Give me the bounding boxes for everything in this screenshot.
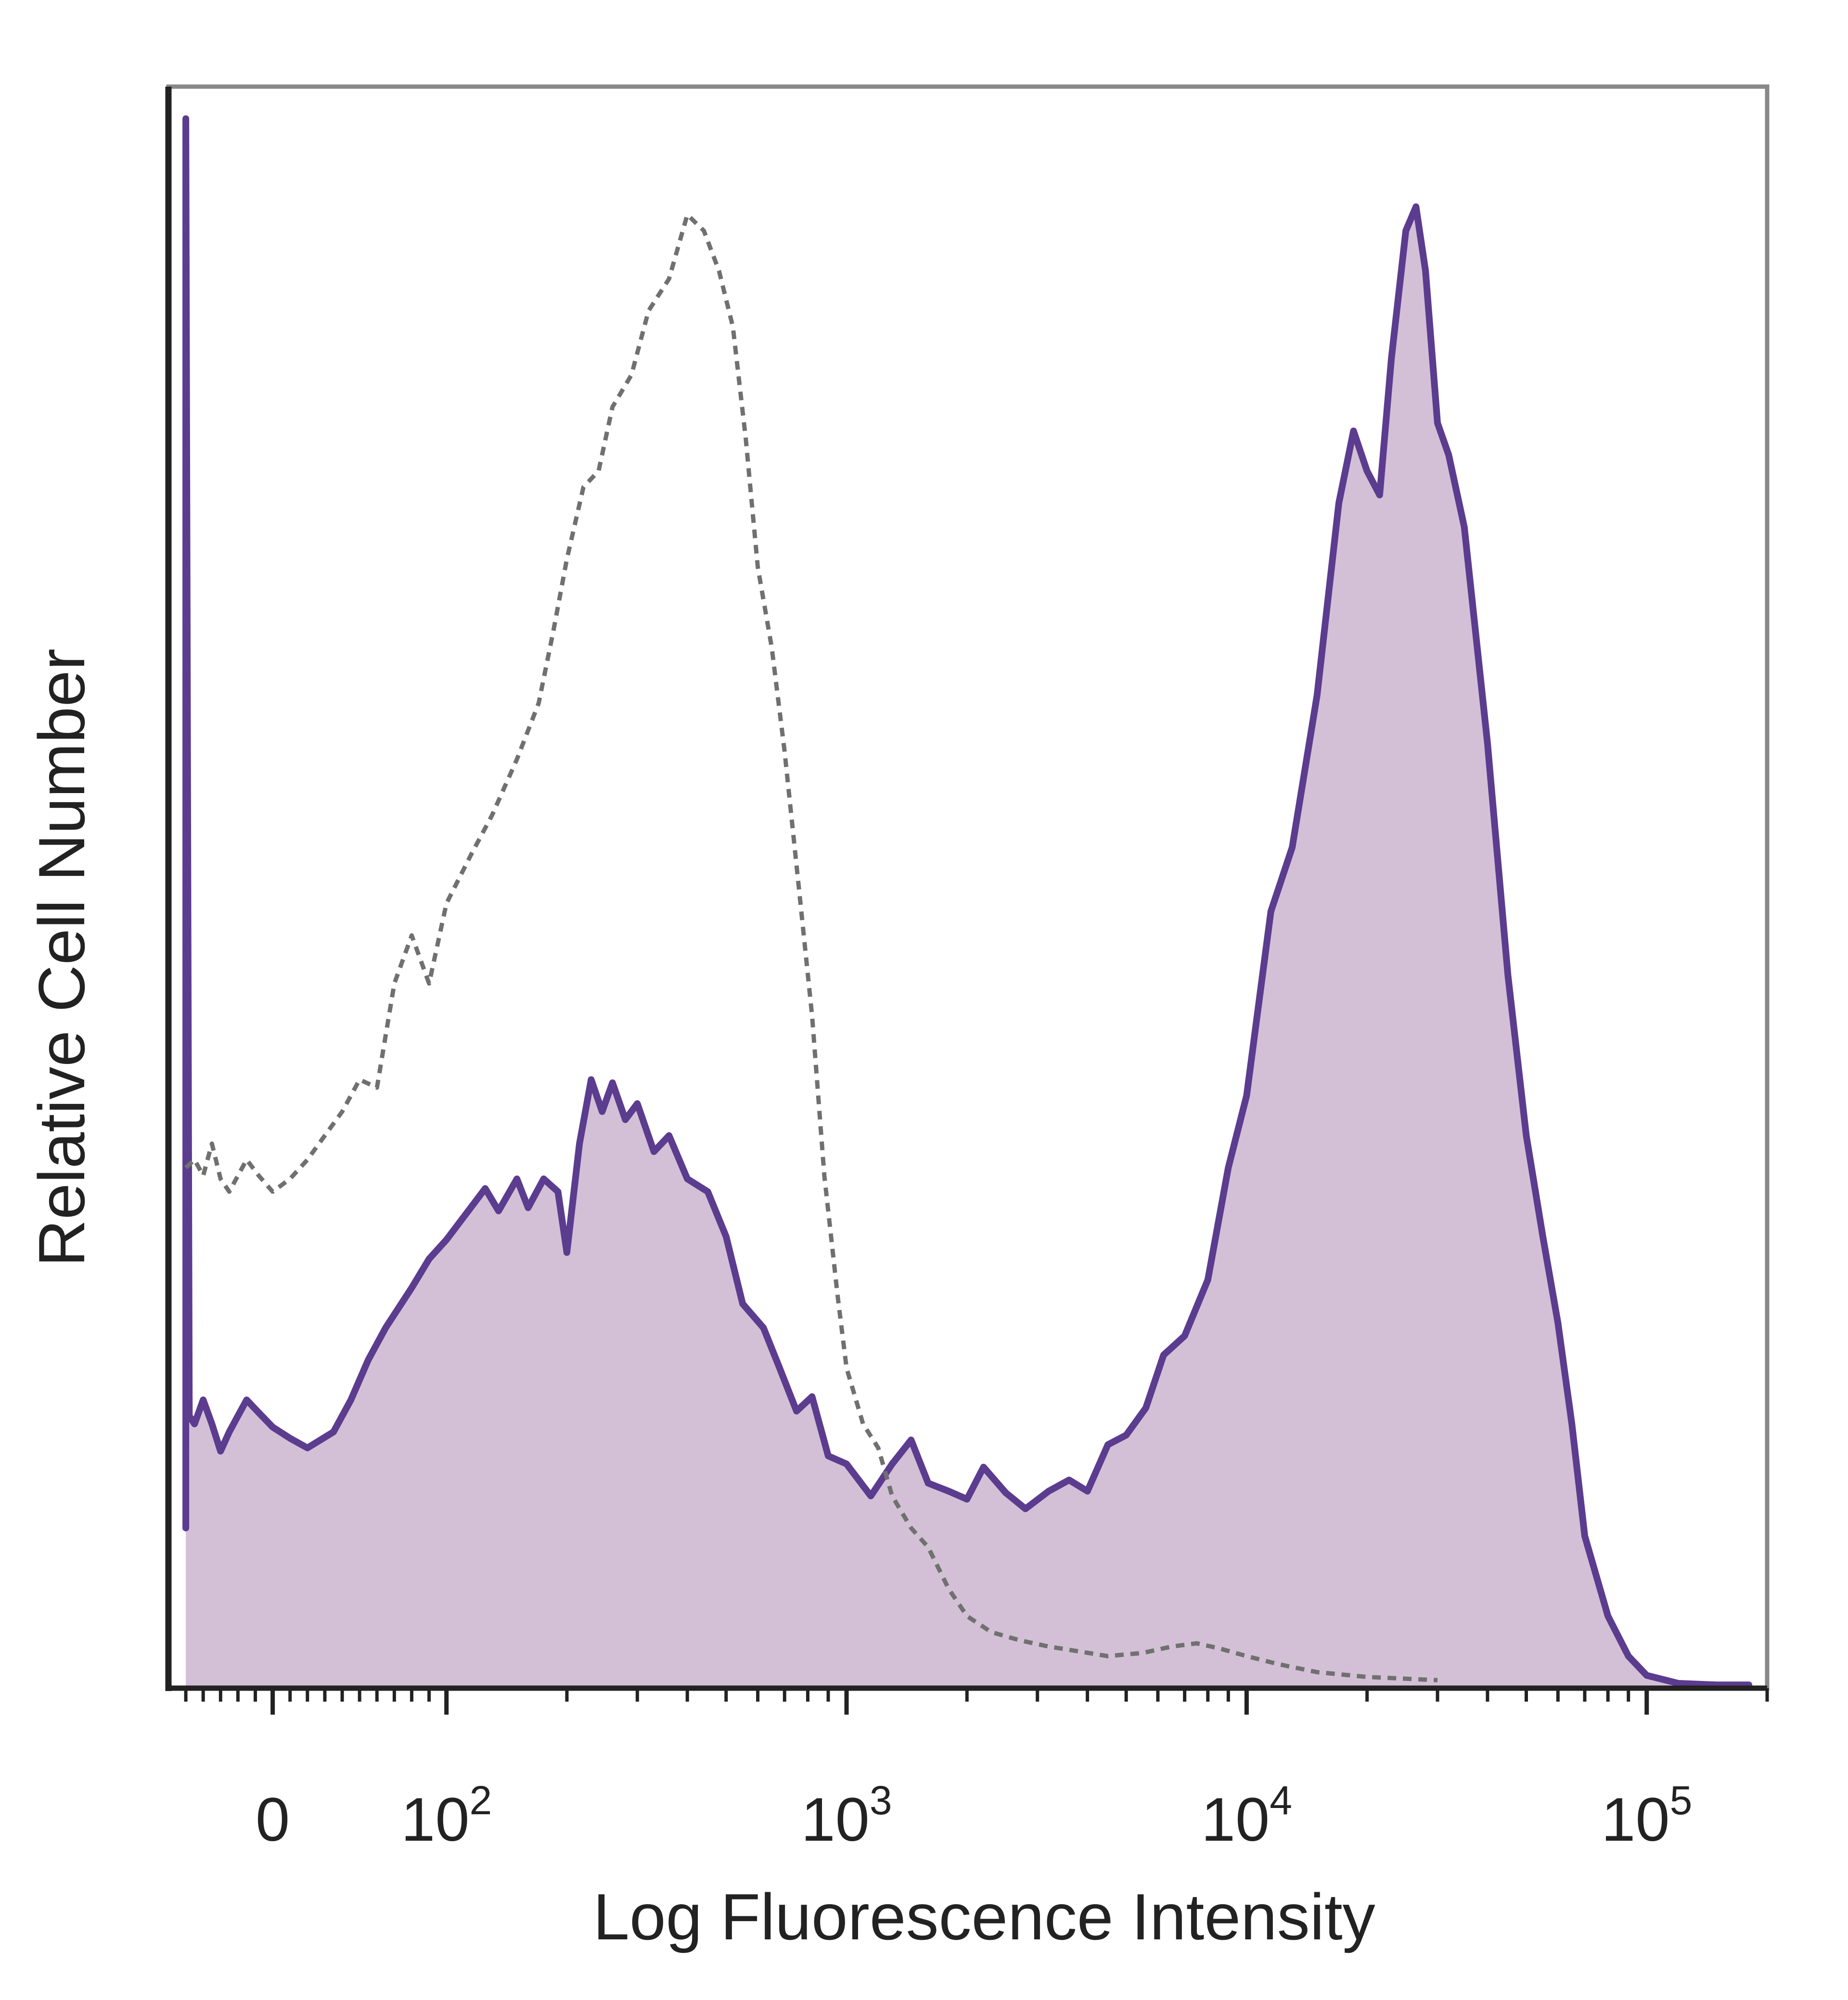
filled-histogram-area [186,118,1749,1688]
x-tick-label: 104 [1201,1778,1292,1854]
y-axis-title: Relative Cell Number [25,649,98,1267]
filled-histogram-line [182,115,1752,1688]
control-histogram-line [184,212,1438,1682]
x-tick-label: 0 [256,1785,290,1854]
x-axis-ticks [184,1688,1769,1715]
series-layer [182,115,1752,1688]
x-tick-label: 105 [1601,1778,1692,1854]
x-tick-label: 102 [401,1778,492,1854]
x-axis-title: Log Fluorescence Intensity [593,1880,1375,1953]
x-axis-tick-labels: 0 102 103 104 105 [256,1778,1692,1854]
x-tick-label: 103 [801,1778,892,1854]
